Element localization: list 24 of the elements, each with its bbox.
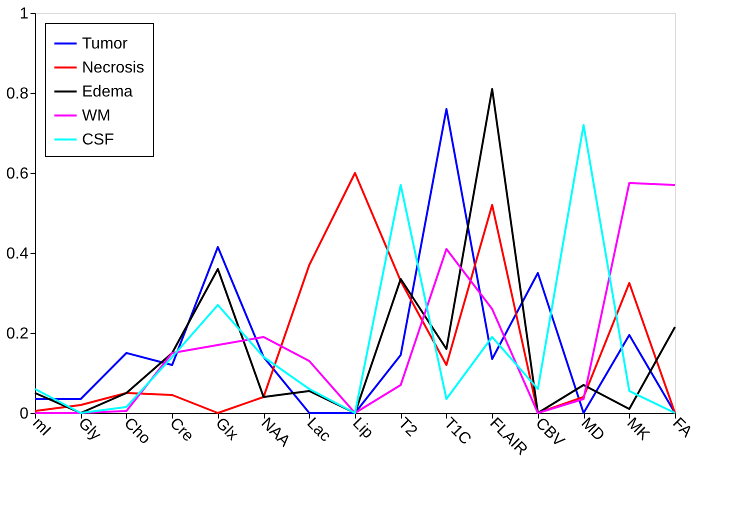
y-tick-label: 1	[20, 6, 29, 22]
x-tick-label: Cho	[120, 414, 154, 448]
x-tick-label: MD	[578, 414, 608, 444]
legend-label: CSF	[82, 132, 114, 148]
x-tick-label: Lac	[303, 414, 334, 446]
x-tick-label: Cre	[166, 414, 197, 446]
y-tick-label: 0.2	[6, 326, 29, 342]
x-tick-label: FA	[669, 414, 696, 441]
x-tick-label: T1C	[440, 414, 474, 448]
legend-label: Tumor	[82, 36, 128, 52]
legend-label: WM	[82, 108, 110, 124]
legend-label: Edema	[82, 84, 133, 100]
x-tick-label: Gly	[74, 414, 104, 444]
x-tick-label: T2	[394, 414, 420, 440]
x-tick-label: CBV	[532, 414, 568, 450]
y-tick-label: 0.6	[6, 166, 29, 182]
x-tick-label: mI	[29, 414, 54, 440]
legend-label: Necrosis	[82, 60, 144, 76]
y-tick-label: 0.8	[6, 86, 29, 102]
x-tick-label: Glx	[212, 414, 241, 444]
y-tick-label: 0.4	[6, 246, 29, 262]
y-tick-label: 0	[20, 406, 29, 422]
x-tick-label: Lip	[349, 414, 376, 442]
x-tick-label: MK	[623, 414, 653, 444]
